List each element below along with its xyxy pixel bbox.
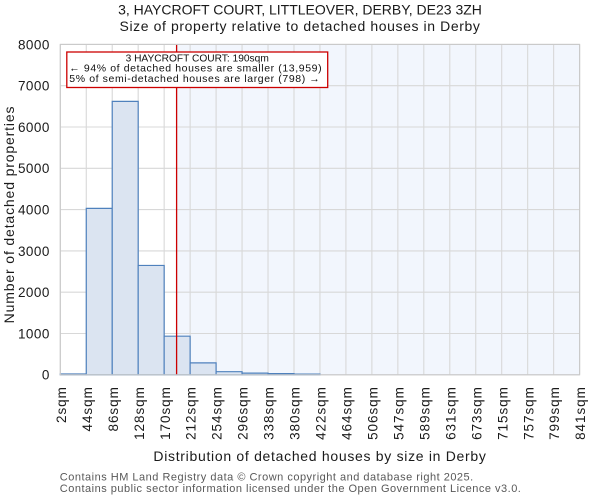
svg-text:422sqm: 422sqm (314, 386, 329, 440)
svg-text:4000: 4000 (18, 203, 50, 218)
svg-text:5% of semi-detached houses are: 5% of semi-detached houses are larger (7… (69, 73, 320, 85)
svg-text:44sqm: 44sqm (80, 386, 95, 431)
svg-text:6000: 6000 (18, 120, 50, 135)
svg-text:464sqm: 464sqm (340, 386, 355, 440)
svg-text:0: 0 (42, 368, 50, 383)
svg-text:3000: 3000 (18, 244, 50, 259)
svg-text:841sqm: 841sqm (573, 386, 588, 440)
svg-text:← 94% of detached houses are s: ← 94% of detached houses are smaller (13… (69, 63, 322, 75)
svg-text:3, HAYCROFT COURT, LITTLEOVER,: 3, HAYCROFT COURT, LITTLEOVER, DERBY, DE… (118, 2, 482, 18)
svg-text:1000: 1000 (18, 326, 50, 341)
svg-text:Number of detached properties: Number of detached properties (1, 106, 17, 324)
svg-text:Contains HM Land Registry data: Contains HM Land Registry data © Crown c… (60, 472, 474, 484)
svg-text:212sqm: 212sqm (184, 386, 199, 440)
svg-text:7000: 7000 (18, 79, 50, 94)
svg-text:128sqm: 128sqm (132, 386, 147, 440)
svg-text:589sqm: 589sqm (417, 386, 432, 440)
svg-text:757sqm: 757sqm (521, 386, 536, 440)
svg-text:2000: 2000 (18, 285, 50, 300)
svg-text:5000: 5000 (18, 161, 50, 176)
svg-text:3 HAYCROFT COURT: 190sqm: 3 HAYCROFT COURT: 190sqm (126, 54, 269, 65)
svg-text:Size of property relative to d: Size of property relative to detached ho… (120, 18, 481, 34)
svg-text:Distribution of detached house: Distribution of detached houses by size … (153, 448, 486, 464)
svg-text:715sqm: 715sqm (495, 386, 510, 440)
svg-text:338sqm: 338sqm (262, 386, 277, 440)
svg-text:2sqm: 2sqm (54, 386, 69, 423)
svg-text:506sqm: 506sqm (365, 386, 380, 440)
svg-text:296sqm: 296sqm (236, 386, 251, 440)
svg-text:86sqm: 86sqm (106, 386, 121, 431)
svg-text:380sqm: 380sqm (288, 386, 303, 440)
svg-text:254sqm: 254sqm (210, 386, 225, 440)
svg-text:799sqm: 799sqm (547, 386, 562, 440)
svg-text:631sqm: 631sqm (443, 386, 458, 440)
svg-text:673sqm: 673sqm (469, 386, 484, 440)
svg-text:Contains public sector informa: Contains public sector information licen… (60, 483, 522, 495)
svg-text:8000: 8000 (18, 37, 50, 52)
svg-text:547sqm: 547sqm (391, 386, 406, 440)
svg-text:170sqm: 170sqm (158, 386, 173, 440)
